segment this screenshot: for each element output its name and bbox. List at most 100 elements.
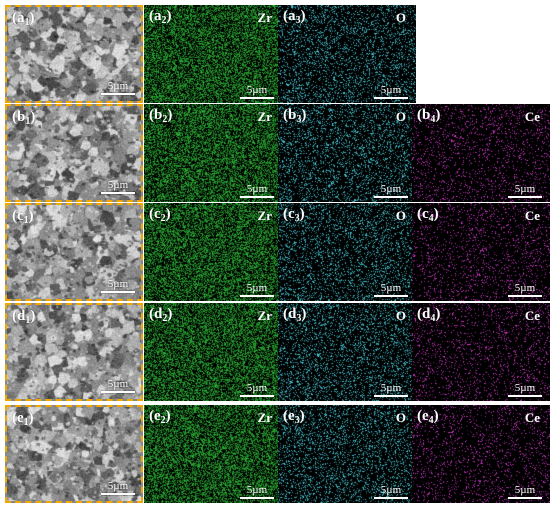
panel-letter: e: [288, 408, 295, 424]
elemental-map-image: [278, 303, 416, 401]
panel-subscript: 1: [23, 215, 29, 226]
panel-letter: a: [288, 8, 296, 24]
scale-bar-label: 5µm: [246, 282, 268, 294]
panel-letter: b: [154, 107, 163, 123]
eds-map-d3-o: (d3) O 5µm: [278, 303, 416, 401]
element-label: Ce: [524, 308, 540, 323]
elemental-map-image: [144, 5, 282, 103]
panel-letter: a: [17, 10, 25, 26]
scale-bar-line: [240, 97, 274, 99]
element-label: Ce: [524, 410, 540, 425]
eds-map-d2-zr: (d2) Zr 5µm: [144, 303, 282, 401]
panel-letter: b: [17, 109, 26, 125]
sem-image: [7, 407, 141, 501]
panel-letter: d: [288, 306, 297, 322]
eds-map-e4-ce: (e4) Ce 5µm: [412, 405, 550, 503]
elemental-map-image: [144, 203, 282, 301]
scale-bar-label: 5µm: [107, 480, 129, 492]
panel-subscript: 1: [23, 417, 29, 428]
sem-image: [7, 106, 141, 200]
panel-subscript: 1: [25, 116, 31, 127]
elemental-map-image: [278, 5, 416, 103]
elemental-map-image: [278, 203, 416, 301]
scale-bar-label: 5µm: [514, 382, 536, 394]
eds-map-b2-zr: (b2) Zr 5µm: [144, 104, 282, 202]
eds-map-b4-ce: (b4) Ce 5µm: [412, 104, 550, 202]
scale-bar: 5µm: [508, 184, 542, 198]
eds-map-c3-o: (c3) O 5µm: [278, 203, 416, 301]
elemental-map-image: [144, 405, 282, 503]
scale-bar-label: 5µm: [107, 278, 129, 290]
element-label: O: [395, 208, 406, 223]
element-label: Ce: [524, 208, 540, 223]
sem-micrograph-a: (a1) 5µm: [5, 5, 143, 103]
scale-bar-line: [101, 291, 135, 293]
sem-image: [7, 305, 141, 399]
panel-label: (d1): [12, 308, 36, 326]
panel-letter: b: [288, 107, 297, 123]
panel-subscript: 3: [296, 114, 302, 125]
element-label: Zr: [257, 10, 272, 25]
panel-label: (d3): [283, 306, 307, 324]
panel-label: (e2): [149, 408, 171, 426]
sem-image: [7, 205, 141, 299]
scale-bar-label: 5µm: [246, 183, 268, 195]
panel-label: (b2): [149, 107, 173, 125]
panel-letter: d: [154, 306, 163, 322]
scale-bar: 5µm: [240, 184, 274, 198]
scale-bar-line: [101, 93, 135, 95]
elemental-map-image: [144, 104, 282, 202]
elemental-map-image: [412, 405, 550, 503]
eds-map-e3-o: (e3) O 5µm: [278, 405, 416, 503]
scale-bar-line: [101, 493, 135, 495]
scale-bar-line: [101, 391, 135, 393]
eds-map-c2-zr: (c2) Zr 5µm: [144, 203, 282, 301]
panel-label: (a2): [149, 8, 172, 26]
scale-bar-label: 5µm: [246, 84, 268, 96]
panel-label: (b3): [283, 107, 307, 125]
scale-bar-label: 5µm: [107, 378, 129, 390]
scale-bar: 5µm: [240, 383, 274, 397]
scale-bar-line: [240, 497, 274, 499]
panel-subscript: 3: [294, 213, 300, 224]
panel-subscript: 4: [428, 213, 434, 224]
scale-bar-label: 5µm: [380, 484, 402, 496]
scale-bar-label: 5µm: [380, 282, 402, 294]
sem-micrograph-e: (e1) 5µm: [5, 405, 143, 503]
panel-subscript: 1: [24, 17, 30, 28]
panel-letter: c: [422, 206, 429, 222]
panel-label: (b4): [417, 107, 441, 125]
scale-bar: 5µm: [240, 485, 274, 499]
element-label: Zr: [257, 109, 272, 124]
panel-subscript: 2: [162, 313, 168, 324]
panel-letter: d: [17, 308, 26, 324]
scale-bar-line: [508, 497, 542, 499]
scale-bar-label: 5µm: [246, 382, 268, 394]
elemental-map-image: [278, 405, 416, 503]
element-label: Ce: [524, 109, 540, 124]
panel-letter: e: [154, 408, 161, 424]
scale-bar-label: 5µm: [380, 84, 402, 96]
elemental-map-image: [278, 104, 416, 202]
scale-bar-line: [508, 295, 542, 297]
panel-subscript: 4: [430, 313, 436, 324]
panel-label: (c4): [417, 206, 439, 224]
panel-subscript: 2: [162, 114, 168, 125]
sem-image: [7, 7, 141, 101]
scale-bar-line: [374, 295, 408, 297]
panel-letter: c: [154, 206, 161, 222]
scale-bar-line: [374, 196, 408, 198]
panel-subscript: 3: [294, 415, 300, 426]
scale-bar: 5µm: [374, 184, 408, 198]
scale-bar: 5µm: [240, 283, 274, 297]
sem-micrograph-b: (b1) 5µm: [5, 104, 143, 202]
scale-bar: 5µm: [374, 485, 408, 499]
panel-label: (a1): [12, 10, 35, 28]
element-label: Zr: [257, 208, 272, 223]
panel-subscript: 2: [160, 415, 166, 426]
panel-label: (b1): [12, 109, 36, 127]
scale-bar-line: [101, 192, 135, 194]
panel-subscript: 4: [428, 415, 434, 426]
panel-letter: d: [422, 306, 431, 322]
